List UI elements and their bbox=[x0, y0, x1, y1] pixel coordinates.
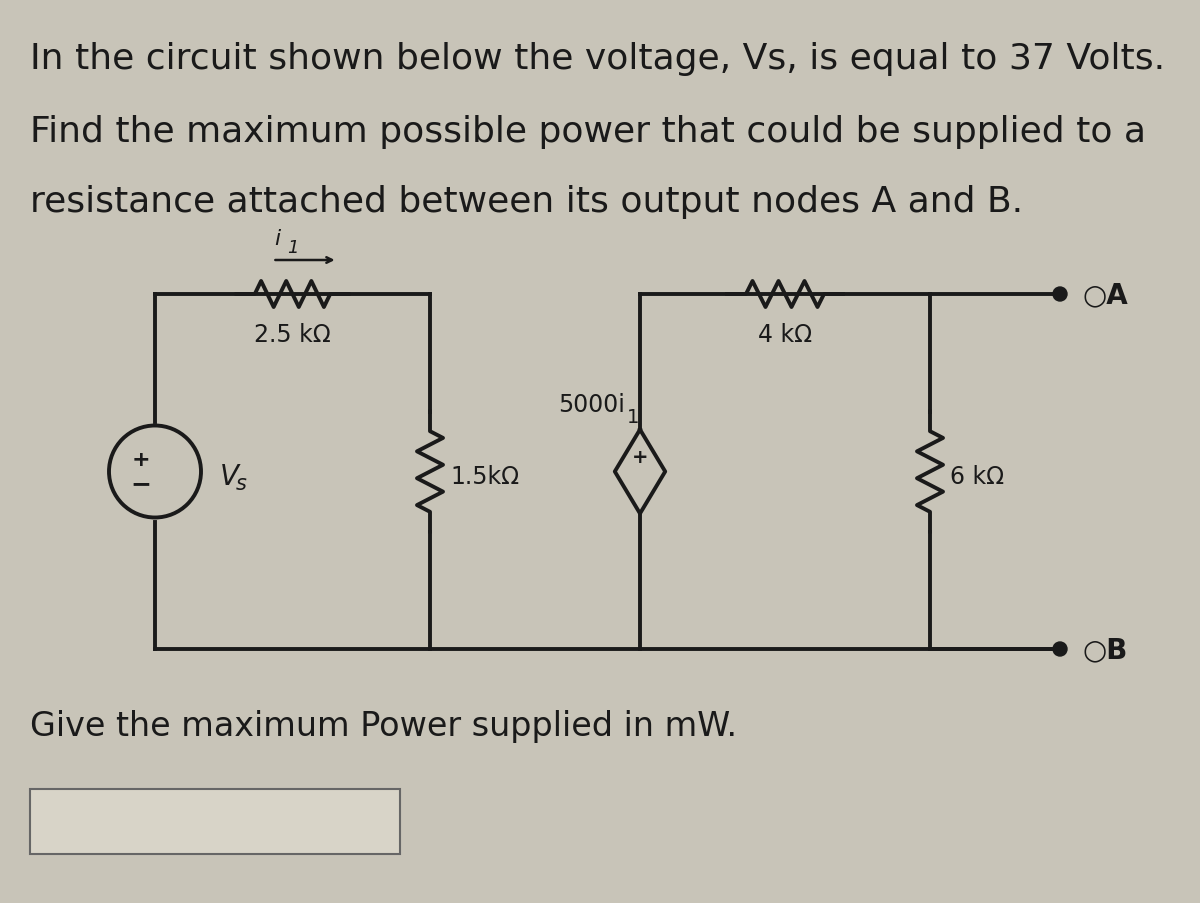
Text: resistance attached between its output nodes A and B.: resistance attached between its output n… bbox=[30, 185, 1024, 219]
Text: V: V bbox=[220, 463, 239, 491]
Text: s: s bbox=[236, 474, 247, 494]
Text: ○A: ○A bbox=[1082, 281, 1128, 309]
Text: 2.5 kΩ: 2.5 kΩ bbox=[254, 322, 331, 347]
Text: 1.5kΩ: 1.5kΩ bbox=[450, 465, 520, 489]
Text: 1: 1 bbox=[288, 238, 299, 256]
Circle shape bbox=[1054, 288, 1067, 302]
Text: 5000i: 5000i bbox=[558, 393, 625, 417]
Text: In the circuit shown below the voltage, Vs, is equal to 37 Volts.: In the circuit shown below the voltage, … bbox=[30, 42, 1165, 76]
Text: −: − bbox=[131, 472, 151, 496]
Text: +: + bbox=[631, 448, 648, 467]
FancyBboxPatch shape bbox=[30, 789, 400, 854]
Text: i: i bbox=[275, 228, 281, 248]
Text: +: + bbox=[132, 450, 150, 470]
Text: Find the maximum possible power that could be supplied to a: Find the maximum possible power that cou… bbox=[30, 115, 1146, 149]
Text: ○B: ○B bbox=[1082, 636, 1127, 664]
Text: Give the maximum Power supplied in mW.: Give the maximum Power supplied in mW. bbox=[30, 709, 737, 742]
Circle shape bbox=[1054, 642, 1067, 656]
Text: 1: 1 bbox=[628, 408, 640, 427]
Text: 6 kΩ: 6 kΩ bbox=[950, 465, 1004, 489]
FancyBboxPatch shape bbox=[20, 20, 1180, 883]
Text: 4 kΩ: 4 kΩ bbox=[758, 322, 812, 347]
